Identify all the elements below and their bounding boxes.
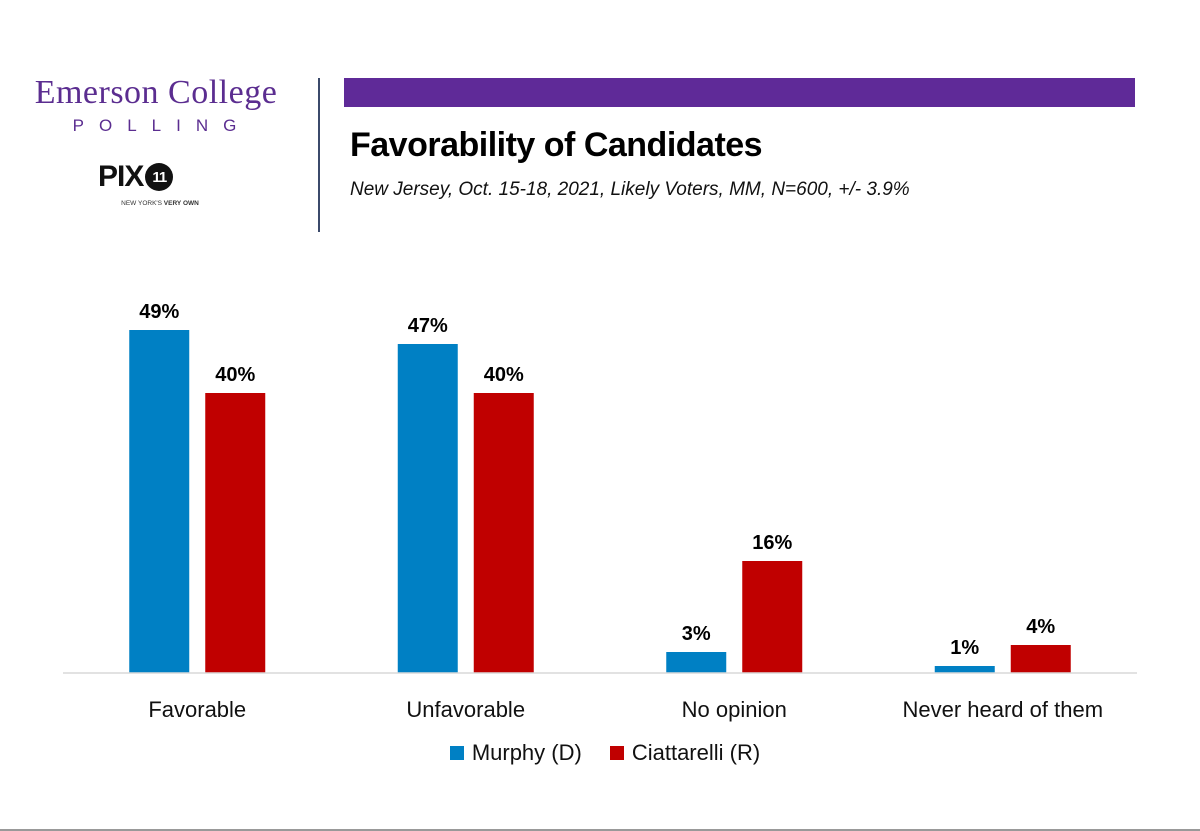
data-label: 4% — [1026, 616, 1055, 638]
bar-murphy — [934, 666, 995, 673]
pix-wordmark: PIX — [98, 160, 144, 193]
data-label: 47% — [408, 315, 448, 337]
legend-swatch-ciattarelli — [609, 746, 624, 760]
header-divider — [318, 78, 320, 232]
x-tick-label: Unfavorable — [406, 697, 525, 722]
x-tick-label: Favorable — [148, 697, 246, 722]
pix11-logo: PIX 11 — [98, 160, 218, 194]
legend-label-murphy: Murphy (D) — [471, 740, 582, 765]
bar-murphy — [129, 330, 190, 673]
chart-subtitle: New Jersey, Oct. 15-18, 2021, Likely Vot… — [350, 179, 910, 200]
bar-murphy — [666, 652, 727, 673]
x-tick-label: Never heard of them — [902, 697, 1103, 722]
data-label: 16% — [752, 532, 792, 554]
legend-label-ciattarelli: Ciattarelli (R) — [631, 740, 761, 765]
bar-ciattarelli — [473, 393, 534, 673]
legend-swatch-murphy — [449, 746, 464, 760]
legend-item-murphy: Murphy (D) — [449, 740, 582, 766]
data-label: 40% — [215, 364, 255, 386]
legend-item-ciattarelli: Ciattarelli (R) — [609, 740, 761, 766]
bar-ciattarelli — [742, 561, 803, 673]
x-tick-label: No opinion — [682, 697, 787, 722]
bar-murphy — [397, 344, 458, 673]
bar-ciattarelli — [205, 393, 266, 673]
data-label: 49% — [139, 301, 179, 323]
chart-legend: Murphy (D) Ciattarelli (R) — [0, 740, 1200, 766]
pix-number: 11 — [152, 168, 167, 186]
data-label: 1% — [950, 637, 979, 659]
header-accent-bar — [344, 78, 1135, 107]
bar-ciattarelli — [1010, 645, 1071, 673]
page-bottom-rule — [0, 829, 1200, 831]
pix-11-circle-icon: 11 — [145, 163, 174, 191]
chart-title: Favorability of Candidates — [350, 126, 763, 164]
pix-tagline: NEW YORK'S VERY OWN — [90, 200, 230, 207]
pix-tagline-bold: VERY OWN — [163, 200, 199, 207]
pix-tagline-regular: NEW YORK'S — [121, 200, 164, 207]
data-label: 3% — [682, 623, 711, 645]
emerson-polling-logo-sub: POLLING — [72, 116, 252, 135]
emerson-college-logo-name: Emerson College — [34, 74, 278, 111]
data-label: 40% — [484, 364, 524, 386]
